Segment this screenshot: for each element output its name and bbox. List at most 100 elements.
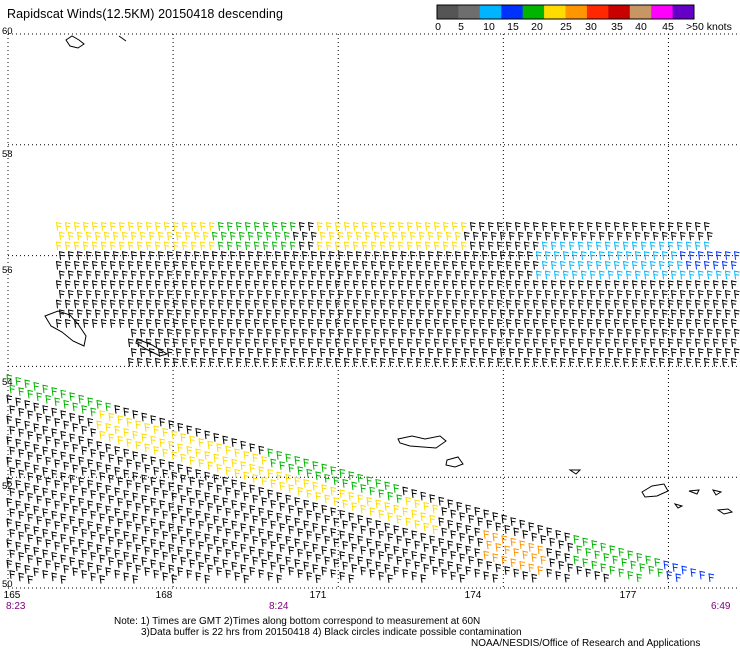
wind-barb — [523, 338, 530, 348]
wind-barb — [607, 251, 614, 260]
wind-barb — [244, 222, 251, 231]
wind-barb — [679, 348, 686, 357]
wind-barb — [445, 328, 452, 338]
wind-barb — [262, 338, 269, 348]
wind-barb — [361, 260, 368, 270]
wind-barb — [136, 338, 143, 348]
wind-barb — [222, 456, 229, 465]
wind-barb — [346, 231, 353, 241]
wind-barb — [559, 357, 566, 367]
wind-barb — [172, 299, 179, 309]
wind-barb — [280, 280, 287, 289]
wind-barb — [90, 551, 97, 561]
wind-barb — [451, 222, 458, 231]
wind-barb — [27, 472, 34, 481]
wind-barb — [220, 309, 227, 319]
wind-barb — [289, 319, 296, 328]
wind-barb — [289, 241, 296, 251]
wind-barb — [397, 357, 404, 367]
wind-barb — [688, 348, 695, 357]
wind-barb — [514, 222, 521, 231]
wind-barb — [244, 299, 251, 309]
wind-barb — [685, 299, 692, 309]
lon-tick-171: 171 — [309, 590, 327, 601]
wind-barb — [193, 289, 200, 299]
wind-barb — [141, 474, 148, 484]
wind-barb — [541, 357, 548, 367]
wind-barb — [190, 357, 197, 367]
wind-barb — [36, 412, 43, 422]
wind-barb — [27, 575, 34, 584]
wind-barb — [252, 453, 259, 463]
legend-swatch-0 — [437, 5, 459, 19]
wind-barb — [60, 554, 67, 564]
wind-barb — [36, 433, 43, 443]
wind-barb — [517, 348, 524, 357]
wind-barb — [553, 270, 560, 280]
wind-barb — [540, 535, 547, 544]
wind-barb — [60, 451, 67, 461]
wind-barb — [625, 289, 632, 299]
wind-barb — [528, 522, 535, 531]
wind-barb — [271, 241, 278, 251]
wind-barb — [706, 289, 713, 299]
wind-barb — [391, 251, 398, 260]
wind-barb — [433, 357, 440, 367]
legend-label-25: 25 — [560, 21, 572, 33]
wind-barb — [265, 328, 272, 338]
wind-barb — [109, 299, 116, 309]
wind-barb — [202, 270, 209, 280]
legend-label-35: 35 — [611, 21, 623, 33]
wind-barb — [94, 270, 101, 280]
wind-barb — [469, 241, 476, 251]
wind-barb — [373, 348, 380, 357]
wind-barb — [6, 374, 13, 384]
wind-barb — [330, 527, 337, 537]
wind-barb — [640, 260, 647, 270]
wind-barb — [114, 466, 121, 476]
wind-barb — [24, 523, 31, 533]
wind-barb — [328, 251, 335, 260]
wind-barb — [369, 527, 376, 537]
wind-barb — [613, 222, 620, 231]
wind-barb — [157, 348, 164, 357]
wind-barb — [162, 448, 169, 458]
wind-barb — [424, 260, 431, 270]
wind-barb — [510, 537, 517, 547]
wind-barb — [589, 328, 596, 338]
wind-barb — [360, 545, 367, 555]
wind-barb — [415, 222, 422, 231]
legend-label-20: 20 — [531, 21, 543, 33]
wind-barb — [612, 555, 619, 565]
wind-barb — [724, 348, 731, 357]
wind-barb — [535, 270, 542, 280]
wind-barb — [51, 510, 58, 520]
wind-barb — [204, 492, 211, 501]
wind-barb — [15, 562, 22, 572]
wind-barb — [631, 338, 638, 348]
wind-barb — [378, 530, 385, 540]
wind-barb — [150, 559, 157, 569]
wind-barb — [198, 541, 205, 550]
wind-barb — [505, 338, 512, 348]
wind-barb — [472, 270, 479, 280]
wind-barb — [217, 222, 224, 231]
wind-barb — [366, 558, 373, 568]
wind-barb — [307, 241, 314, 251]
wind-barb — [172, 260, 179, 270]
wind-barb — [325, 338, 332, 348]
wind-barb — [409, 270, 416, 280]
wind-barb — [270, 561, 277, 571]
wind-barb — [244, 241, 251, 251]
wind-barb — [523, 299, 530, 309]
wind-barb — [78, 456, 85, 466]
wind-barb — [33, 505, 40, 515]
wind-barb — [427, 289, 434, 299]
wind-barb — [226, 280, 233, 289]
wind-barb — [324, 535, 331, 545]
wind-barb — [189, 476, 196, 486]
wind-barb — [325, 222, 332, 231]
wind-barb — [123, 531, 130, 540]
wind-barb — [204, 430, 211, 440]
wind-barb — [45, 456, 52, 466]
